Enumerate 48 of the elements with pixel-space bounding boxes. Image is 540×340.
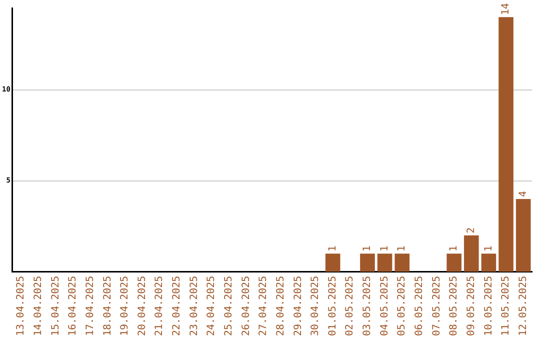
data-label: 1	[396, 246, 408, 252]
x-tick-label: 02.05.2025	[344, 276, 356, 336]
x-tick-label: 03.05.2025	[362, 276, 374, 336]
x-tick-label: 20.04.2025	[136, 276, 148, 336]
x-tick-label: 07.05.2025	[431, 276, 442, 336]
x-tick-label: 28.04.2025	[275, 276, 286, 336]
x-tick-label: 24.04.2025	[206, 276, 218, 336]
bar	[377, 254, 392, 272]
data-label: 14	[500, 3, 512, 16]
bar	[516, 199, 531, 272]
x-tick-label: 30.04.2025	[310, 276, 322, 336]
x-tick-label: 16.04.2025	[68, 276, 79, 336]
bar	[481, 254, 496, 272]
bar	[446, 254, 462, 272]
x-tick-label: 13.04.2025	[16, 276, 27, 336]
x-tick-label: 19.04.2025	[120, 276, 131, 336]
x-tick-label: 23.04.2025	[188, 276, 200, 336]
data-label: 1	[483, 246, 494, 252]
x-tick-label: 10.05.2025	[483, 276, 494, 336]
x-tick-label: 04.05.2025	[379, 276, 390, 336]
x-tick-label: 09.05.2025	[466, 276, 477, 336]
x-tick-label: 11.05.2025	[500, 276, 512, 336]
x-tick-label: 29.04.2025	[292, 276, 304, 336]
data-label: 1	[379, 246, 390, 252]
x-tick-label: 06.05.2025	[414, 276, 426, 336]
data-label: 1	[448, 246, 460, 252]
bar	[325, 254, 340, 272]
bar	[360, 254, 375, 272]
x-tick-label: 15.04.2025	[50, 276, 62, 336]
x-tick-label: 22.04.2025	[172, 276, 183, 336]
x-tick-label: 12.05.2025	[518, 276, 529, 336]
x-tick-label: 08.05.2025	[448, 276, 460, 336]
x-tick-label: 18.04.2025	[102, 276, 114, 336]
x-tick-label: 05.05.2025	[396, 276, 408, 336]
x-tick-label: 25.04.2025	[224, 276, 235, 336]
x-tick-label: 27.04.2025	[258, 276, 270, 336]
data-label: 2	[466, 227, 477, 234]
data-label: 1	[362, 246, 374, 252]
bar	[394, 254, 410, 272]
x-tick-label: 26.04.2025	[240, 276, 252, 336]
data-label: 1	[327, 246, 338, 252]
data-label: 4	[518, 190, 529, 198]
x-tick-label: 21.04.2025	[154, 276, 166, 336]
x-tick-label: 01.05.2025	[327, 276, 338, 336]
x-tick-label: 14.04.2025	[33, 276, 44, 336]
bar	[464, 235, 479, 272]
x-tick-label: 17.04.2025	[84, 276, 96, 336]
bar	[498, 17, 514, 272]
